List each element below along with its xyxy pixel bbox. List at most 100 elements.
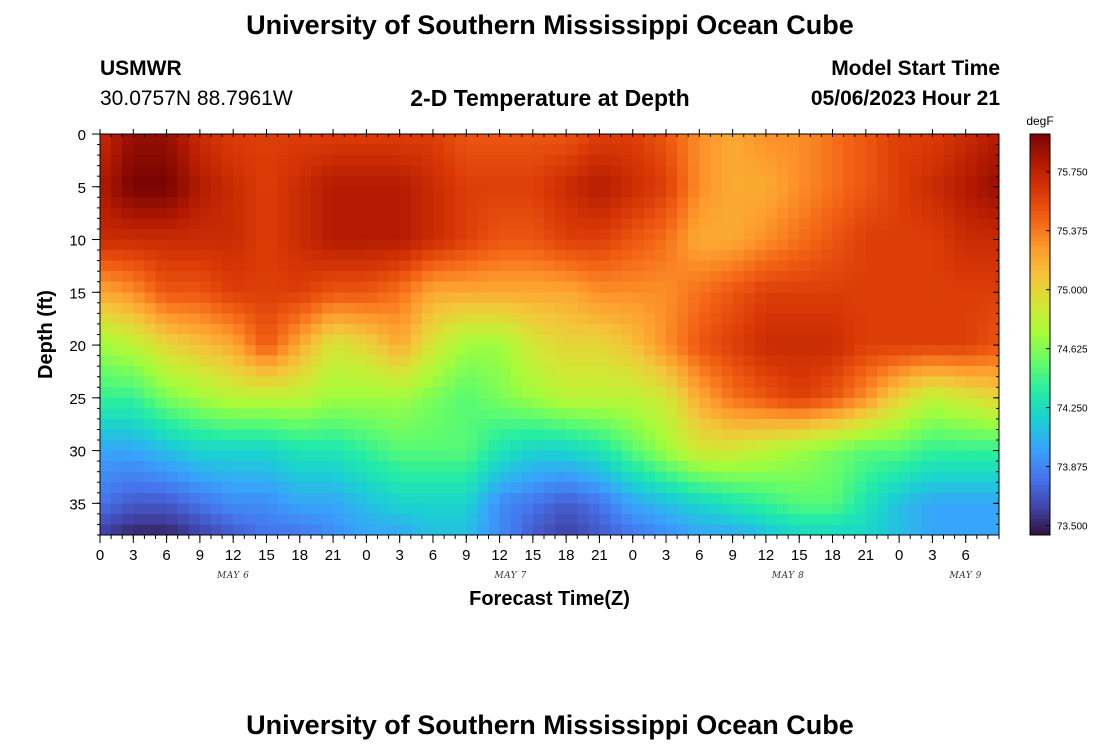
heatmap-cell xyxy=(976,345,989,357)
heatmap-cell xyxy=(654,313,667,325)
heatmap-cell xyxy=(677,482,689,494)
heatmap-cell xyxy=(532,429,545,441)
heatmap-cell xyxy=(643,207,656,220)
heatmap-cell xyxy=(444,503,456,515)
heatmap-cell xyxy=(177,250,190,262)
heatmap-cell xyxy=(421,482,434,494)
heatmap-cell xyxy=(266,144,279,156)
heatmap-cell xyxy=(632,186,645,198)
heatmap-cell xyxy=(532,281,545,293)
heatmap-cell xyxy=(199,313,212,325)
heatmap-cell xyxy=(888,197,900,209)
heatmap-cell xyxy=(222,513,234,526)
heatmap-cell xyxy=(355,376,367,388)
heatmap-cell xyxy=(599,281,612,293)
heatmap-cell xyxy=(377,144,390,156)
heatmap-cell xyxy=(543,260,556,272)
heatmap-cell xyxy=(888,292,900,304)
heatmap-cell xyxy=(765,524,778,536)
heatmap-cell xyxy=(976,440,989,452)
heatmap-cell xyxy=(888,165,900,177)
heatmap-cell xyxy=(100,165,112,177)
heatmap-cell xyxy=(932,524,945,536)
heatmap-cell xyxy=(954,281,967,293)
heatmap-cell xyxy=(688,197,700,209)
heatmap-cell xyxy=(255,260,268,272)
colorbar-band xyxy=(1030,451,1050,456)
heatmap-cell xyxy=(910,207,922,220)
heatmap-cell xyxy=(710,334,723,346)
heatmap-cell xyxy=(699,450,712,462)
colorbar-band xyxy=(1030,237,1050,242)
heatmap-cell xyxy=(699,165,712,177)
heatmap-cell xyxy=(455,418,467,431)
heatmap-cell xyxy=(610,207,623,220)
heatmap-cell xyxy=(810,302,823,314)
heatmap-cell xyxy=(643,440,656,452)
heatmap-cell xyxy=(621,429,634,441)
heatmap-cell xyxy=(277,366,290,378)
heatmap-cell xyxy=(843,281,856,293)
heatmap-cell xyxy=(299,155,312,167)
heatmap-cell xyxy=(666,260,678,272)
heatmap-cell xyxy=(510,228,523,241)
colorbar-band xyxy=(1030,321,1050,326)
heatmap-cell xyxy=(477,376,490,388)
heatmap-cell xyxy=(555,176,567,188)
heatmap-cell xyxy=(133,271,145,283)
heatmap-cell xyxy=(954,302,967,314)
colorbar-band xyxy=(1030,364,1050,369)
heatmap-cell xyxy=(832,513,845,526)
heatmap-cell xyxy=(810,271,823,283)
heatmap-cell xyxy=(244,271,256,283)
heatmap-cell xyxy=(222,207,234,220)
heatmap-cell xyxy=(954,503,967,515)
heatmap-cell xyxy=(865,271,878,283)
heatmap-cell xyxy=(577,313,589,325)
heatmap-cell xyxy=(965,144,978,156)
heatmap-cell xyxy=(555,186,567,198)
heatmap-cell xyxy=(632,461,645,473)
heatmap-cell xyxy=(654,292,667,304)
heatmap-cell xyxy=(688,313,700,325)
heatmap-cell xyxy=(444,260,456,272)
heatmap-cell xyxy=(777,165,789,177)
heatmap-cell xyxy=(532,376,545,388)
heatmap-cell xyxy=(333,503,345,515)
heatmap-cell xyxy=(233,197,245,209)
heatmap-cell xyxy=(199,250,212,262)
colorbar-band xyxy=(1030,250,1050,255)
colorbar-band xyxy=(1030,167,1050,172)
heatmap-cell xyxy=(721,302,734,314)
heatmap-cell xyxy=(421,513,434,526)
heatmap-cell xyxy=(344,482,356,494)
heatmap-cell xyxy=(299,461,312,473)
colorbar-band xyxy=(1030,264,1050,269)
heatmap-cell xyxy=(288,376,301,388)
heatmap-cell xyxy=(732,250,745,262)
heatmap-cell xyxy=(832,397,845,409)
heatmap-cell xyxy=(888,387,900,399)
heatmap-cell xyxy=(621,440,634,452)
heatmap-cell xyxy=(233,250,245,262)
heatmap-cell xyxy=(510,355,523,367)
heatmap-cell xyxy=(765,397,778,409)
heatmap-cell xyxy=(266,250,279,262)
heatmap-cell xyxy=(344,513,356,526)
heatmap-cell xyxy=(943,207,956,220)
heatmap-cell xyxy=(155,471,168,483)
colorbar-band xyxy=(1030,177,1050,182)
heatmap-cell xyxy=(355,250,367,262)
colorbar-band xyxy=(1030,297,1050,302)
heatmap-cell xyxy=(421,366,434,378)
heatmap-cell xyxy=(810,134,823,146)
heatmap-cell xyxy=(366,471,379,483)
heatmap-cell xyxy=(266,218,279,230)
heatmap-cell xyxy=(355,345,367,357)
heatmap-cell xyxy=(466,513,478,526)
heatmap-cell xyxy=(788,313,800,325)
heatmap-cell xyxy=(499,440,512,452)
heatmap-cell xyxy=(410,376,423,388)
heatmap-cell xyxy=(388,281,401,293)
heatmap-cell xyxy=(765,218,778,230)
